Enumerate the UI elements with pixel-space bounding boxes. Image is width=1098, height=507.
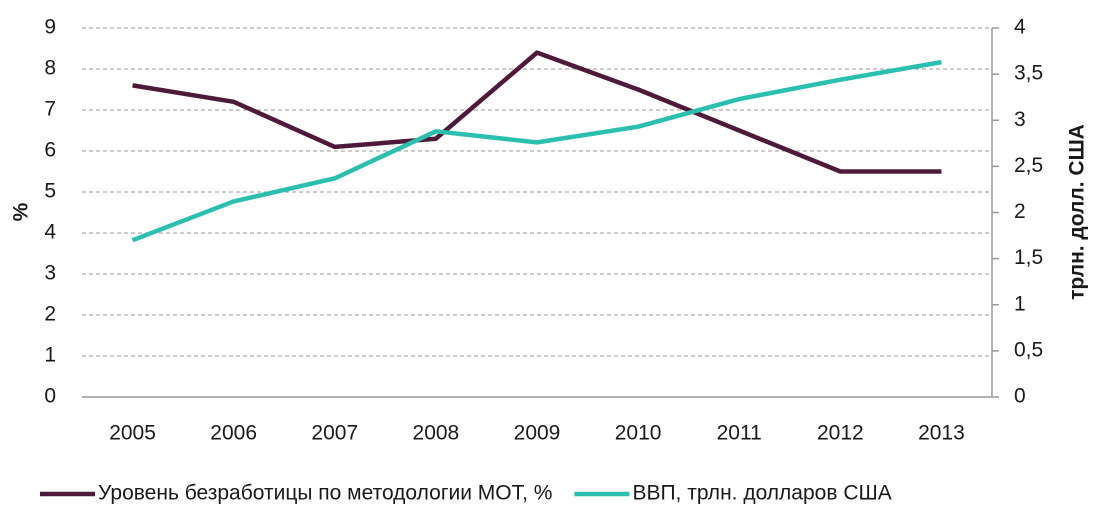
legend-label: ВВП, трлн. долларов США [632, 482, 891, 505]
y2-tick-label: 2,5 [1014, 154, 1043, 177]
y2-tick-label: 3 [1014, 108, 1026, 131]
series-line [132, 50, 942, 174]
y-axis-title: % [10, 202, 33, 221]
y2-tick-label: 1,5 [1014, 246, 1043, 269]
y2-axis-title: трлн. долл. США [1066, 124, 1089, 300]
x-tick-label: 2007 [311, 422, 358, 445]
y2-tick-label: 4 [1014, 16, 1026, 39]
y-tick-label: 7 [44, 98, 56, 121]
x-tick-label: 2005 [109, 422, 156, 445]
x-tick-label: 2008 [413, 422, 460, 445]
y-tick-label: 9 [44, 16, 56, 39]
y-tick-label: 0 [44, 385, 56, 408]
y-tick-label: 2 [44, 303, 56, 326]
y2-tick-label: 0,5 [1014, 338, 1043, 361]
y-tick-label: 5 [44, 180, 56, 203]
y2-tick-label: 0 [1014, 385, 1026, 408]
y2-tick-label: 2 [1014, 200, 1026, 223]
x-tick-label: 2006 [210, 422, 257, 445]
x-tick-label: 2012 [817, 422, 864, 445]
x-tick-label: 2011 [717, 422, 762, 445]
series-line [131, 59, 942, 243]
x-tick-label: 2009 [514, 422, 561, 445]
x-tick-label: 2013 [918, 422, 965, 445]
y-tick-label: 3 [44, 262, 56, 285]
y2-tick-label: 1 [1014, 292, 1026, 315]
y-tick-label: 8 [44, 57, 56, 80]
y-tick-label: 6 [44, 139, 56, 162]
legend-label: Уровень безработицы по методологии МОТ, … [98, 482, 552, 505]
y-tick-label: 1 [44, 344, 56, 367]
x-tick-label: 2010 [615, 422, 662, 445]
y2-tick-label: 3,5 [1014, 62, 1043, 85]
y-tick-label: 4 [44, 221, 56, 244]
